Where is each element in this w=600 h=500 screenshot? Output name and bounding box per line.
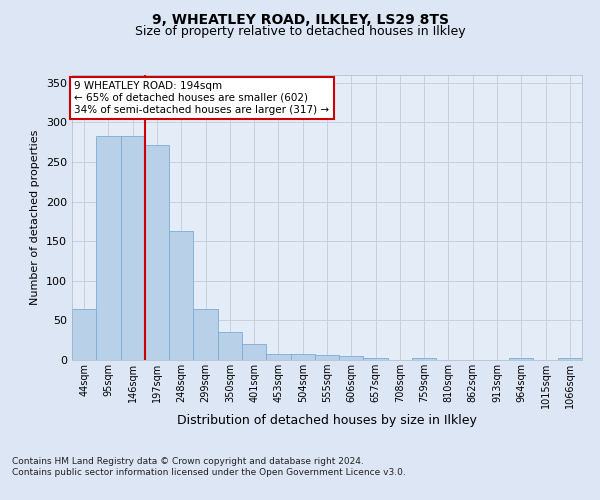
Bar (121, 136, 145, 360)
Bar (145, 146, 169, 360)
X-axis label: Distribution of detached houses by size in Ilkley: Distribution of detached houses by size … (177, 414, 477, 426)
Bar (242, 344, 266, 360)
Bar (96, 136, 121, 360)
Text: 9 WHEATLEY ROAD: 194sqm
← 65% of detached houses are smaller (602)
34% of semi-d: 9 WHEATLEY ROAD: 194sqm ← 65% of detache… (74, 82, 329, 114)
Bar (169, 231, 193, 360)
Bar (72, 308, 96, 360)
Bar (412, 358, 436, 360)
Bar (558, 358, 582, 360)
Bar (290, 354, 315, 360)
Y-axis label: Number of detached properties: Number of detached properties (31, 130, 40, 305)
Text: 9, WHEATLEY ROAD, ILKLEY, LS29 8TS: 9, WHEATLEY ROAD, ILKLEY, LS29 8TS (151, 12, 449, 26)
Bar (339, 356, 364, 360)
Text: Size of property relative to detached houses in Ilkley: Size of property relative to detached ho… (134, 25, 466, 38)
Bar (364, 358, 388, 360)
Bar (509, 358, 533, 360)
Bar (193, 308, 218, 360)
Bar (266, 354, 290, 360)
Bar (218, 332, 242, 360)
Text: Contains HM Land Registry data © Crown copyright and database right 2024.
Contai: Contains HM Land Registry data © Crown c… (12, 458, 406, 477)
Bar (315, 355, 339, 360)
